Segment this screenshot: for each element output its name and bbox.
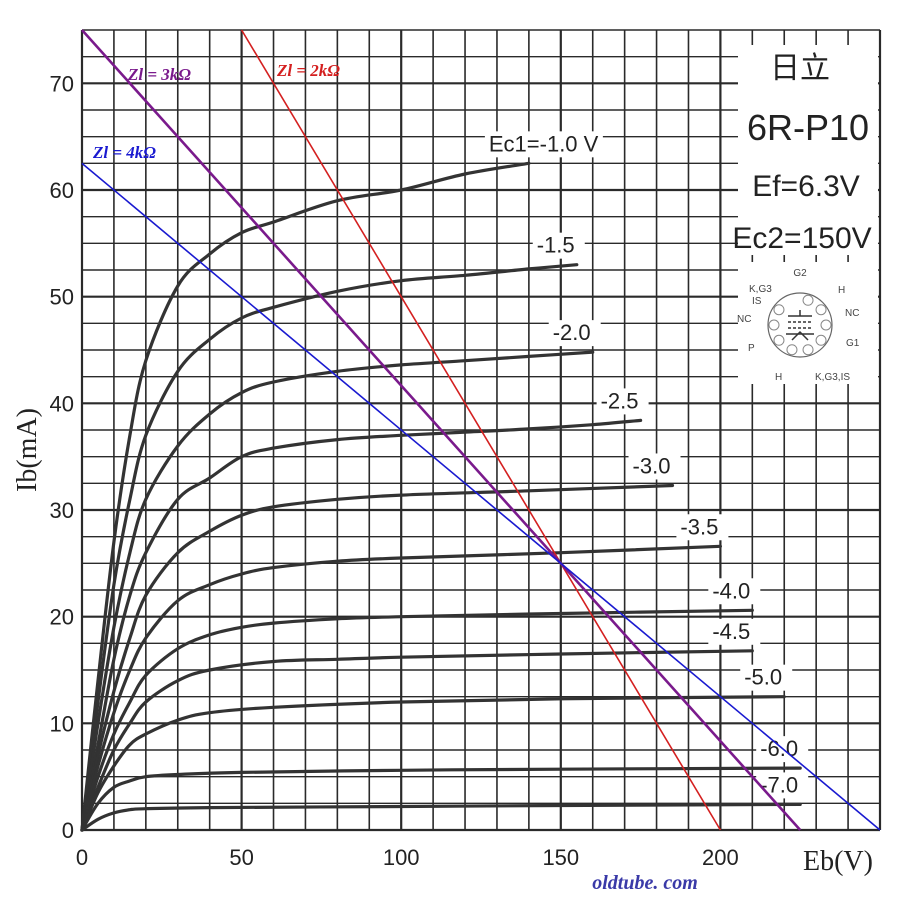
plate-curve-0 <box>80 161 531 832</box>
y-tick-label: 50 <box>50 285 74 310</box>
load-line-0 <box>240 29 722 831</box>
x-tick-label: 150 <box>542 845 579 870</box>
pin-circle <box>815 304 827 316</box>
pin-circle <box>773 304 785 316</box>
curve-label: -1.5 <box>537 233 575 258</box>
pinout-diagram: G2 H NC G1 K,G3,IS H P NC K,G3 IS <box>737 262 878 384</box>
pin-circle <box>802 294 814 306</box>
curve-label: -4.0 <box>712 578 750 603</box>
curve-label-background <box>484 131 603 158</box>
plate-curve-10 <box>80 802 802 832</box>
pin-label-k-g3-is-bottom: K,G3,IS <box>815 372 850 383</box>
curve-label-background <box>676 514 729 541</box>
load-line-2 <box>81 162 881 831</box>
y-tick-label: 30 <box>50 498 74 523</box>
curve-label-background <box>708 578 761 605</box>
x-axis-title: Eb(V) <box>803 846 873 877</box>
x-tick-label: 200 <box>702 845 739 870</box>
x-tick-label: 0 <box>76 845 88 870</box>
tube-model: 6R-P10 <box>747 107 869 148</box>
curve-labels: Ec1=-1.0 V -1.5 -2.0 -2.5 -3.0 -3.5 -4.0 -4.5 -5… <box>484 131 809 799</box>
pin-circle <box>802 344 814 356</box>
plate-curves <box>80 161 802 832</box>
pin-label-is-top: IS <box>752 296 762 307</box>
tube-info-box: 日立 6R-P10 Ef=6.3V Ec2=150V <box>732 45 878 255</box>
pin-circles <box>768 294 832 356</box>
y-tick-label: 40 <box>50 391 74 416</box>
axis-ticks: 0 10 20 30 40 50 60 70 0 50 100 150 200 <box>50 71 739 870</box>
curve-label-background <box>708 618 761 645</box>
curve-label-background <box>532 232 585 259</box>
curve-label-background <box>596 388 649 415</box>
screen-voltage: Ec2=150V <box>732 222 871 255</box>
plate-curve-9 <box>80 766 802 832</box>
y-axis-title: Ib(mA) <box>12 408 43 492</box>
load-line-label: Zl = 2kΩ <box>276 61 340 80</box>
curve-label: -2.5 <box>601 388 639 413</box>
y-tick-label: 70 <box>50 71 74 96</box>
curve-label-background <box>628 453 681 480</box>
curve-label: -3.5 <box>680 514 718 539</box>
pin-label-g2: G2 <box>793 268 807 279</box>
curve-label: -4.5 <box>712 619 750 644</box>
curve-label-background <box>756 772 809 799</box>
plate-curve-8 <box>80 695 786 832</box>
load-line-1 <box>81 29 802 831</box>
heater-voltage: Ef=6.3V <box>752 170 860 203</box>
y-tick-label: 60 <box>50 178 74 203</box>
plate-curve-1 <box>80 263 579 832</box>
pin-circle <box>815 334 827 346</box>
curve-label: -5.0 <box>744 665 782 690</box>
curve-label: Ec1=-1.0 V <box>489 131 599 156</box>
load-line-label: Zl = 4kΩ <box>92 143 156 162</box>
pin-circle <box>768 319 780 331</box>
pin-label-nc-right: NC <box>845 308 859 319</box>
load-lines: Zl = 2kΩ Zl = 3kΩ Zl = 4kΩ <box>81 29 881 831</box>
pin-label-h-bottom: H <box>775 372 782 383</box>
y-tick-label: 10 <box>50 711 74 736</box>
curve-label-background <box>548 320 601 347</box>
tube-symbol-icon <box>786 310 814 341</box>
pin-label-k-g3-top: K,G3 <box>749 284 772 295</box>
pin-label-g1: G1 <box>846 338 860 349</box>
y-tick-label: 20 <box>50 605 74 630</box>
plate-curve-7 <box>80 649 754 832</box>
plate-curve-6 <box>80 608 754 832</box>
plate-curve-5 <box>80 544 722 832</box>
load-line-label: Zl = 3kΩ <box>127 65 191 84</box>
pin-label-h-top: H <box>838 285 845 296</box>
x-tick-label: 50 <box>229 845 253 870</box>
y-tick-label: 0 <box>62 818 74 843</box>
tube-maker: 日立 <box>770 52 830 85</box>
x-tick-label: 100 <box>383 845 420 870</box>
pin-label-nc-left: NC <box>737 314 751 325</box>
curve-label: -2.0 <box>553 320 591 345</box>
pin-circle <box>786 344 798 356</box>
plate-curve-3 <box>80 418 643 832</box>
pin-circle <box>820 319 832 331</box>
plate-curve-2 <box>80 350 595 832</box>
pin-label-p: P <box>748 343 755 354</box>
pin-circle <box>773 334 785 346</box>
curve-label: -3.0 <box>633 453 671 478</box>
plate-curve-4 <box>80 483 675 832</box>
curve-label-background <box>740 664 793 691</box>
watermark: oldtube. com <box>592 872 698 894</box>
